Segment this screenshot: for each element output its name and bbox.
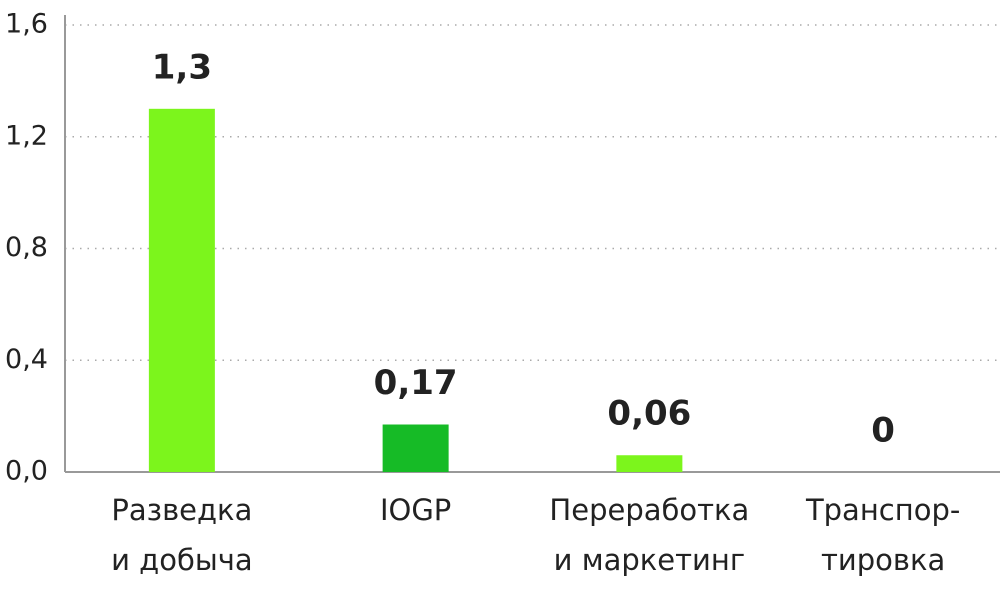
y-tick-label: 1,6	[5, 9, 48, 40]
x-tick-label: Переработка	[549, 493, 749, 527]
value-label: 1,3	[152, 47, 212, 87]
bar	[148, 108, 215, 472]
x-tick-label: Транспор-	[805, 493, 960, 527]
value-label: 0	[871, 411, 895, 451]
x-tick-label: IOGP	[380, 493, 451, 527]
bar	[616, 455, 683, 472]
x-tick-label: и маркетинг	[554, 543, 745, 577]
x-tick-label: и добыча	[111, 543, 253, 577]
value-label: 0,17	[374, 363, 458, 403]
x-tick-label: тировка	[821, 543, 945, 577]
y-tick-label: 1,2	[5, 120, 48, 151]
y-tick-label: 0,0	[5, 456, 48, 487]
y-tick-label: 0,8	[5, 232, 48, 263]
x-tick-label: Разведка	[111, 493, 252, 527]
bar	[382, 424, 449, 472]
y-tick-label: 0,4	[5, 344, 48, 375]
value-label: 0,06	[607, 394, 691, 434]
